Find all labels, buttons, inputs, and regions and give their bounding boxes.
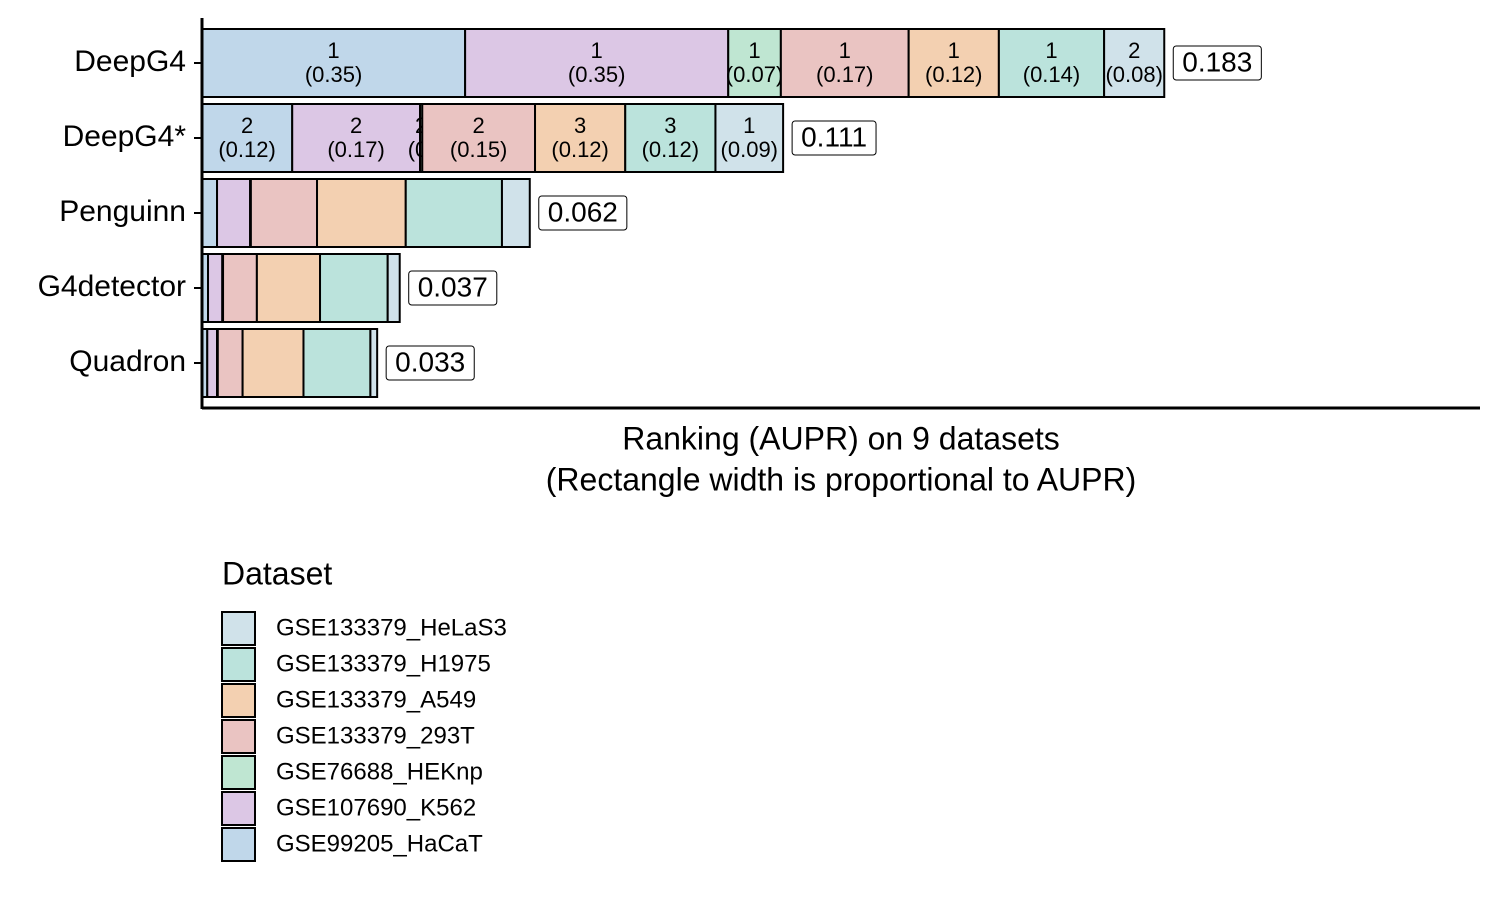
y-tick-label: Quadron	[69, 345, 186, 378]
legend-key	[221, 683, 256, 718]
y-tick-label: G4detector	[38, 270, 186, 303]
rank-label: 3	[574, 113, 586, 138]
value-label: (0.12)	[218, 137, 275, 162]
rank-label: 1	[327, 38, 339, 63]
rank-label: 1	[948, 38, 960, 63]
x-axis-label: (Rectangle width is proportional to AUPR…	[546, 461, 1137, 497]
total-label: 0.037	[418, 271, 488, 302]
bar-segment	[624, 103, 717, 173]
bar-segment	[241, 328, 305, 398]
bar-segment	[369, 328, 379, 398]
value-label: (0.12)	[642, 137, 699, 162]
bar-segment	[714, 103, 785, 173]
value-label: (0.09)	[721, 137, 778, 162]
legend-key	[221, 719, 256, 754]
bar-segment	[1103, 28, 1166, 98]
total-box	[408, 270, 498, 306]
rank-label: 1	[748, 38, 760, 63]
value-label: (0.14)	[1023, 62, 1080, 87]
bar-segment	[222, 253, 258, 323]
rank-label: 3	[664, 113, 676, 138]
legend-key	[221, 827, 256, 862]
legend-label: GSE99205_HaCaT	[276, 830, 483, 857]
value-label: (0.12)	[551, 137, 608, 162]
y-tick-label: DeepG4	[74, 45, 186, 78]
legend-key	[221, 647, 256, 682]
bar-segment	[207, 253, 224, 323]
bar-segment	[255, 253, 322, 323]
value-label: (0.15)	[450, 137, 507, 162]
rank-label: 2	[241, 113, 253, 138]
bar-segment	[727, 28, 782, 98]
rank-label: 2	[350, 113, 362, 138]
bar-segment	[316, 178, 407, 248]
legend-label: GSE133379_HeLaS3	[276, 614, 507, 641]
legend-key	[221, 755, 256, 790]
value-label: (0.17)	[816, 62, 873, 87]
total-label: 0.111	[801, 121, 867, 152]
bar-segment	[302, 328, 372, 398]
rank-label: 2	[473, 113, 485, 138]
total-label: 0.183	[1182, 46, 1252, 77]
bar-segment	[201, 178, 219, 248]
bar-segment	[404, 178, 503, 248]
value-label: (0.17)	[327, 137, 384, 162]
rank-label: 1	[839, 38, 851, 63]
rank-label: 1	[591, 38, 603, 63]
rank-label: 1	[1045, 38, 1057, 63]
total-label: 0.033	[395, 346, 465, 377]
value-label: (0.12)	[925, 62, 982, 87]
value-label: (0.07)	[726, 62, 783, 87]
total-box	[791, 120, 877, 156]
x-axis-label: Ranking (AUPR) on 9 datasets	[622, 420, 1060, 456]
total-label: 0.062	[548, 196, 618, 227]
y-tick-label: Penguinn	[59, 195, 186, 228]
value-label: (0.35)	[305, 62, 362, 87]
legend-label: GSE133379_H1975	[276, 650, 491, 677]
total-box	[538, 195, 628, 231]
legend-label: GSE133379_293T	[276, 722, 475, 749]
legend-key	[221, 611, 256, 646]
legend-label: GSE133379_A549	[276, 686, 476, 713]
bar-segment	[249, 178, 319, 248]
bar-segment	[464, 28, 730, 98]
bar-segment	[291, 103, 422, 173]
total-box	[1172, 45, 1262, 81]
legend-key	[221, 791, 256, 826]
bar-segment	[319, 253, 389, 323]
value-label: (0.35)	[568, 62, 625, 87]
total-box	[385, 345, 475, 381]
bar-segment	[216, 328, 244, 398]
bar-segment	[216, 178, 252, 248]
bar-segment	[386, 253, 401, 323]
bar-segment	[500, 178, 531, 248]
rank-label: 1	[743, 113, 755, 138]
y-tick-label: DeepG4*	[63, 120, 187, 153]
legend-label: GSE76688_HEKnp	[276, 758, 483, 785]
bar-segment	[206, 328, 219, 398]
legend-title: Dataset	[222, 555, 332, 591]
legend-label: GSE107690_K562	[276, 794, 476, 821]
value-label: (0.08)	[1105, 62, 1162, 87]
bar-segment	[421, 103, 537, 173]
rank-label: 2	[1128, 38, 1140, 63]
